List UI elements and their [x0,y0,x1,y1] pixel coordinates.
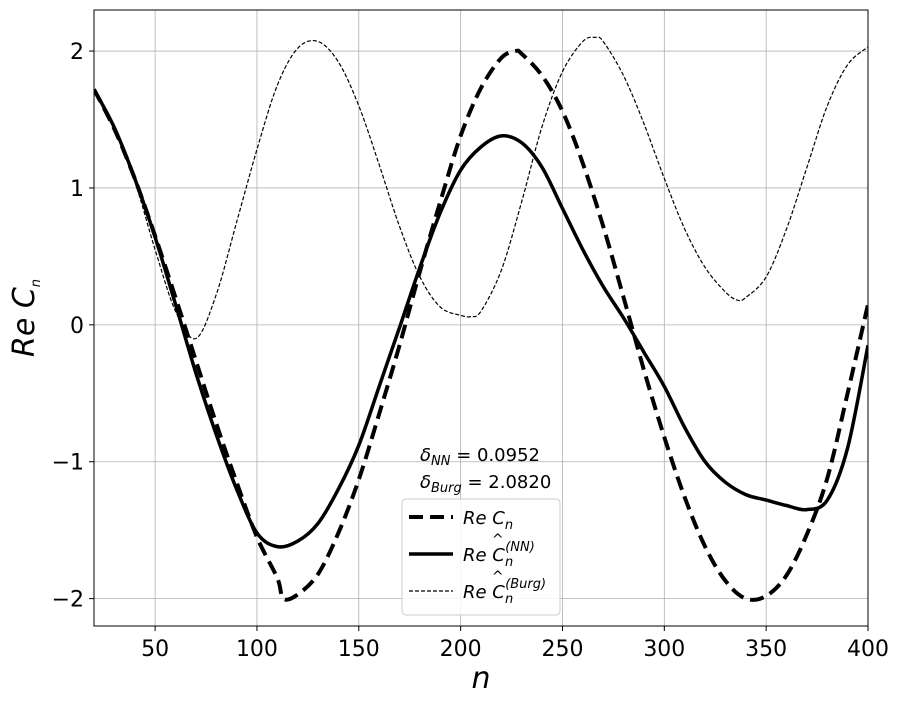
y-axis-label-main: Re C [7,287,42,357]
x-tick-label: 100 [236,637,278,662]
legend-box [401,498,561,616]
y-axis-label: Re Cn [7,279,44,357]
annotation-2: δBurg = 2.0820 [420,472,551,496]
x-axis: 50 100 150 200 250 300 350 400 [141,626,889,662]
x-tick-label: 350 [745,637,787,662]
plot-frame [93,9,869,627]
annotation-1: δNN = 0.0952 [420,445,540,469]
series-line-1 [94,48,868,602]
y-tick-label: 1 [70,177,84,202]
legend-label-2: Re C^ n(NN) [463,532,535,570]
annotations: δNN = 0.0952 δBurg = 2.0820 [420,445,551,496]
series-line-2 [94,88,868,549]
x-tick-label: 300 [643,637,685,662]
x-tick-label: 50 [141,637,169,662]
y-tick-label: −1 [52,451,84,476]
series-line-3 [94,36,868,340]
x-tick-label: 400 [847,637,889,662]
x-tick-label: 250 [541,637,583,662]
y-tick-label: −2 [52,588,84,613]
legend-label-1: Re Cn [463,508,513,533]
x-tick-label: 150 [338,637,380,662]
y-tick-label: 2 [70,40,84,65]
legend-label-3: Re C^ n(Burg) [463,569,546,607]
y-axis-label-subscript: n [29,279,44,287]
x-tick-label: 200 [440,637,482,662]
y-tick-label: 0 [70,314,84,339]
x-axis-label: n [471,661,490,696]
series-layer [94,36,868,602]
y-axis: −2 −1 0 1 2 [52,40,94,613]
